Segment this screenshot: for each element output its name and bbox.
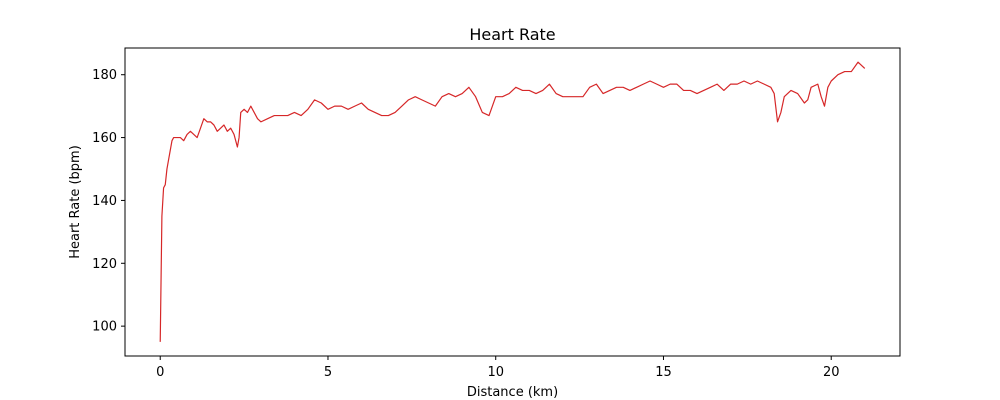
- x-axis-label: Distance (km): [467, 385, 558, 400]
- x-tick-label: 0: [156, 365, 164, 380]
- y-tick-label: 140: [92, 194, 117, 209]
- y-axis: 100 120 140 160 180: [92, 68, 125, 335]
- x-tick-label: 5: [324, 365, 332, 380]
- y-tick-label: 120: [92, 257, 117, 272]
- series-line-0: [159, 61, 866, 342]
- x-axis: 0 5 10 15 20: [156, 356, 839, 380]
- plot-area: [125, 48, 900, 356]
- x-tick-label: 15: [655, 365, 672, 380]
- plot-frame: [124, 47, 901, 357]
- y-axis-label: Heart Rate (bpm): [68, 145, 83, 259]
- y-tick-label: 100: [92, 320, 117, 335]
- x-tick-label: 20: [823, 365, 840, 380]
- y-tick-label: 180: [92, 68, 117, 83]
- series-layer: [159, 61, 866, 342]
- y-tick-label: 160: [92, 131, 117, 146]
- chart-title: Heart Rate: [469, 25, 555, 44]
- x-tick-label: 10: [487, 365, 504, 380]
